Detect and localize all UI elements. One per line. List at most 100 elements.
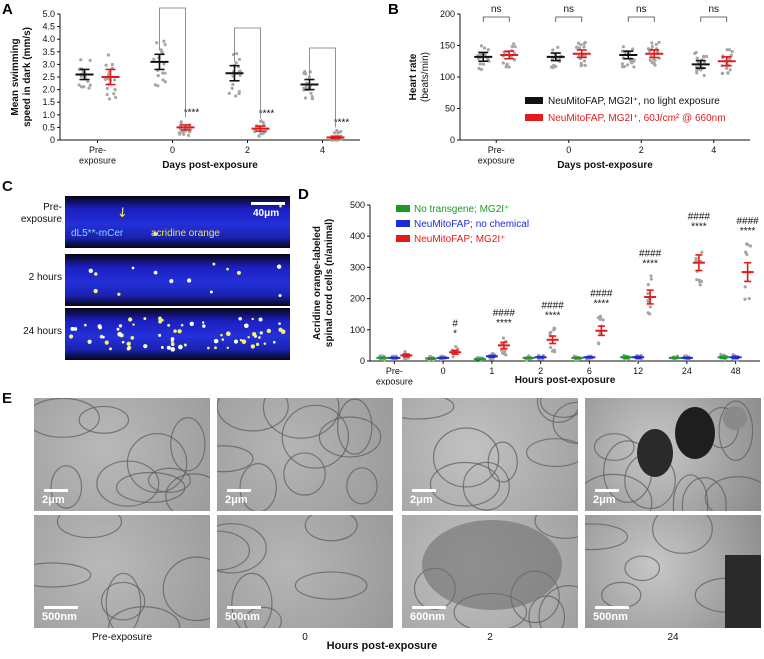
cell-outline <box>162 556 210 622</box>
ao-cell <box>170 337 175 341</box>
data-point <box>724 66 729 70</box>
legend-label: NeuMitoFAP; no chemical <box>414 219 529 230</box>
y-tick-label: 4.0 <box>42 34 55 44</box>
legend-swatch <box>525 114 543 121</box>
data-point <box>79 85 84 89</box>
cell-outline <box>402 398 455 420</box>
data-point <box>695 56 699 60</box>
cell-outline <box>239 463 277 511</box>
x-tick-label: 4 <box>320 145 325 155</box>
data-point <box>698 280 702 284</box>
y-axis-label: Heart rate <box>408 53 419 100</box>
ao-cell <box>178 344 183 350</box>
em-scale-bar <box>227 489 251 492</box>
data-point <box>486 48 490 52</box>
data-point <box>310 94 314 99</box>
data-point <box>550 57 555 61</box>
data-point <box>632 65 636 69</box>
cell-outline <box>585 523 629 551</box>
data-point <box>577 46 582 50</box>
data-point <box>502 348 506 352</box>
x-tick-label: 4 <box>711 145 716 155</box>
significance-label-star: * <box>453 329 457 340</box>
data-point <box>234 61 238 65</box>
data-point <box>106 73 111 77</box>
fluorescence-row-label: 2 hours <box>28 272 62 283</box>
x-tick-label: 0 <box>170 145 175 155</box>
data-point <box>629 59 633 63</box>
y-tick-label: 50 <box>445 104 455 114</box>
data-point <box>649 277 653 281</box>
significance-label-hash: #### <box>493 308 516 319</box>
data-point <box>728 57 732 61</box>
ao-cell <box>68 334 74 339</box>
data-point <box>307 75 312 79</box>
fluorescence-row-label: Pre- exposure <box>20 202 62 225</box>
panel-letter-d: D <box>298 186 309 203</box>
data-point <box>648 305 652 309</box>
y-tick-label: 200 <box>440 9 455 19</box>
y-axis-label-2: (beats/min) <box>420 52 431 102</box>
nucleus <box>422 520 562 610</box>
significance-label: ns <box>708 4 719 15</box>
data-point <box>112 78 117 82</box>
data-point <box>161 78 165 82</box>
ao-cell <box>255 342 260 347</box>
cell-outline <box>105 572 142 628</box>
legend-label: No transgene; MG2I⁺ <box>414 204 509 215</box>
data-point <box>598 317 602 321</box>
cell-outline <box>672 474 709 511</box>
data-point <box>725 48 729 52</box>
y-tick-label: 200 <box>350 294 365 304</box>
significance-label-hash: #### <box>590 289 613 300</box>
fluorescence-strip <box>65 308 290 360</box>
ao-cell <box>202 324 206 328</box>
cell-outline <box>593 433 635 462</box>
significance-label: ns <box>491 4 502 15</box>
data-point <box>483 52 487 57</box>
em-scale-label: 500nm <box>225 611 260 623</box>
data-point <box>504 65 508 69</box>
ao-cell <box>160 346 164 349</box>
ao-cell <box>158 333 162 337</box>
data-point <box>238 69 242 73</box>
data-point <box>162 39 166 43</box>
significance-bracket <box>234 27 261 119</box>
significance-label-star: **** <box>691 221 707 232</box>
data-point <box>646 291 650 296</box>
data-point <box>499 348 504 352</box>
y-tick-label: 0 <box>450 135 455 145</box>
significance-label-hash: #### <box>542 301 565 312</box>
data-point <box>649 274 653 278</box>
y-axis-label: speed in dark (mm/s) <box>22 27 33 127</box>
data-point <box>177 131 182 135</box>
ao-cell <box>272 340 276 344</box>
y-tick-label: 100 <box>440 72 455 82</box>
data-point <box>179 121 183 125</box>
data-point <box>261 120 265 125</box>
ao-cell <box>93 288 98 294</box>
ao-cell <box>266 328 272 334</box>
significance-bracket <box>309 47 336 128</box>
y-tick-label: 300 <box>350 262 365 272</box>
data-point <box>105 86 109 91</box>
significance-label: **** <box>334 117 350 128</box>
data-point <box>575 45 579 49</box>
cell-outline <box>147 467 192 493</box>
cell-outline <box>100 581 146 621</box>
data-point <box>336 130 341 135</box>
data-point <box>238 73 242 77</box>
data-point <box>582 45 586 49</box>
data-point <box>259 119 263 123</box>
data-point <box>110 62 114 67</box>
data-point <box>695 69 699 73</box>
cell-outline <box>262 398 340 439</box>
em-texture <box>217 398 382 511</box>
data-point <box>648 312 652 316</box>
ao-cell <box>166 345 171 350</box>
data-point <box>700 250 704 254</box>
y-tick-label: 150 <box>440 41 455 51</box>
data-point <box>163 42 167 47</box>
cell-outline <box>96 460 160 507</box>
data-point <box>730 50 734 54</box>
